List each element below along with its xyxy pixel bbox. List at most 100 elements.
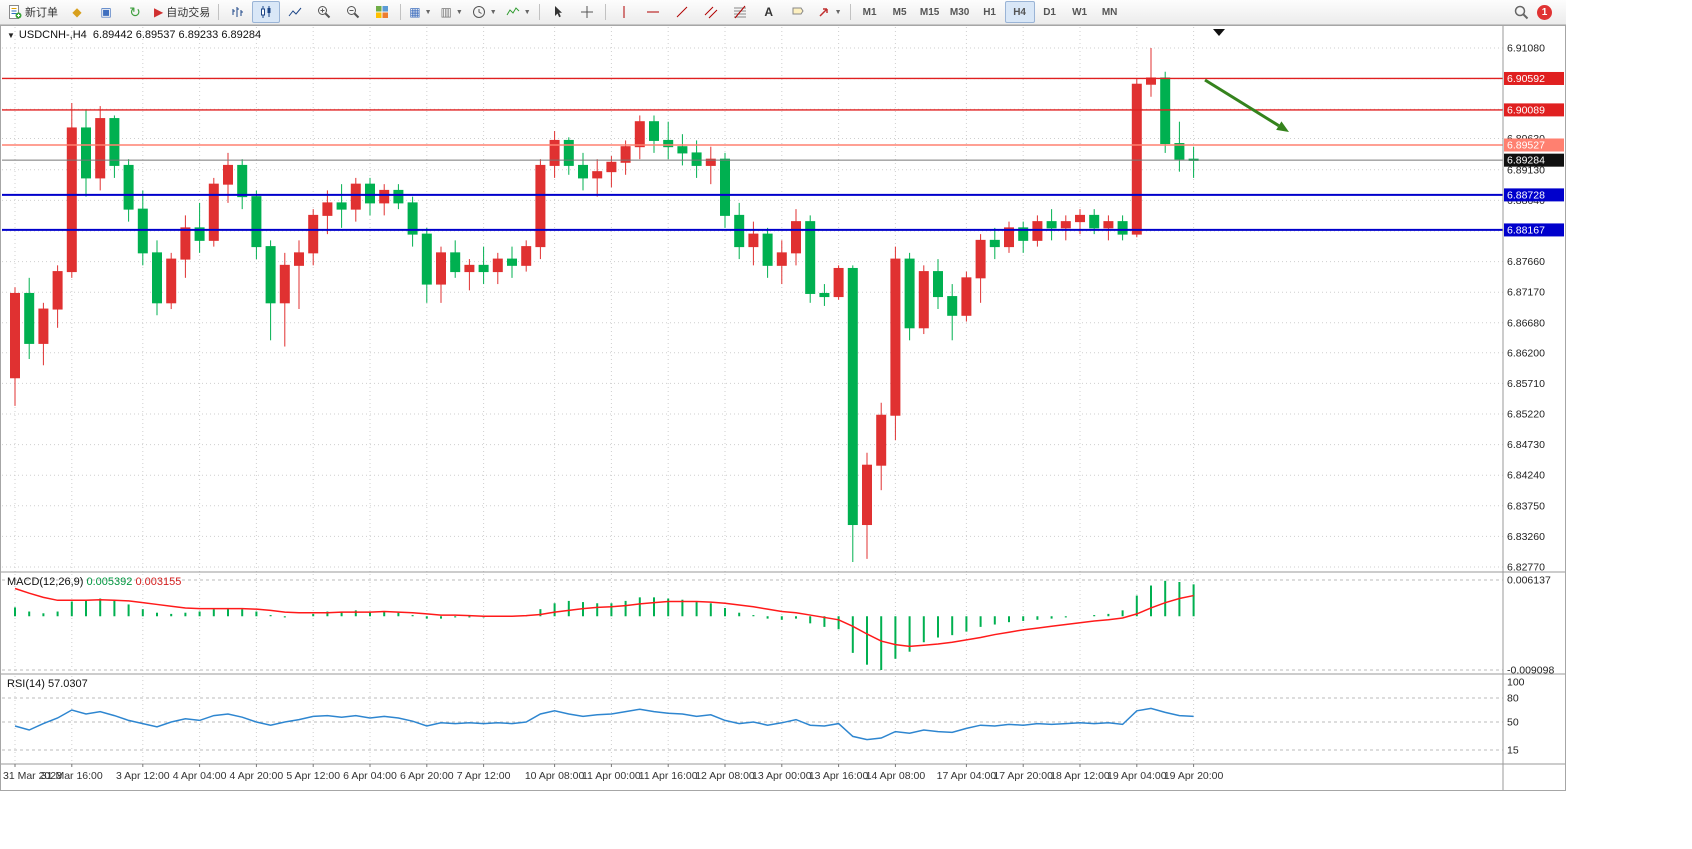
application-window: 新订单 ◆ ▣ ↻ ▶ 自动交易 ▦ ▼ ▥ ▼ ▼ ▼ A ▼ M1 — [0, 0, 1566, 791]
timeframe-button-W1[interactable]: W1 — [1072, 6, 1088, 18]
svg-text:6.84730: 6.84730 — [1507, 439, 1545, 451]
price-badges: 6.90592 6.90089 6.89527 6.88728 6.88167 6.892… — [1504, 71, 1564, 237]
clock-icon — [472, 6, 485, 18]
chart-canvas[interactable]: 6.910806.896306.891306.886406.876606.871… — [1, 26, 1565, 790]
rsi-value: 57.0307 — [47, 678, 88, 690]
svg-text:6.83750: 6.83750 — [1507, 500, 1545, 512]
svg-text:6.87170: 6.87170 — [1507, 287, 1545, 299]
svg-text:19 Apr 20:00: 19 Apr 20:00 — [1164, 770, 1224, 782]
price-axis: 6.910806.896306.891306.886406.876606.871… — [1507, 43, 1554, 757]
svg-text:6.88728: 6.88728 — [1507, 189, 1545, 201]
svg-text:4 Apr 20:00: 4 Apr 20:00 — [230, 770, 284, 782]
svg-text:6.89284: 6.89284 — [1507, 155, 1545, 167]
chart-window: 6.910806.896306.891306.886406.876606.871… — [0, 25, 1566, 791]
timeframe-button-M5[interactable]: M5 — [892, 6, 907, 18]
new-order-button[interactable]: 新订单 — [4, 1, 62, 23]
zoom-in-button[interactable] — [310, 1, 338, 23]
channel-tool[interactable] — [697, 1, 725, 23]
timeframe-button-H1[interactable]: H1 — [983, 6, 996, 18]
svg-text:11 Apr 16:00: 11 Apr 16:00 — [639, 770, 698, 782]
macd-name: MACD(12,26,9) — [7, 576, 84, 588]
vertical-line-icon — [623, 6, 625, 18]
timeframe-button-D1[interactable]: D1 — [1043, 6, 1056, 18]
text-tool[interactable]: A — [755, 1, 783, 23]
cursor-icon — [554, 6, 562, 18]
refresh-button[interactable]: ↻ — [121, 1, 149, 23]
horizontal-line-tool[interactable] — [639, 1, 667, 23]
indicators-icon — [506, 7, 520, 16]
timeframe-button-M1[interactable]: M1 — [862, 6, 877, 18]
fibonacci-tool[interactable] — [726, 1, 754, 23]
search-icon[interactable] — [1514, 5, 1529, 20]
arrow-shape-icon — [819, 8, 828, 17]
trendline-tool[interactable] — [668, 1, 696, 23]
profiles-button[interactable]: ▥ ▼ — [437, 1, 467, 23]
svg-text:15: 15 — [1507, 745, 1519, 757]
svg-text:6.82770: 6.82770 — [1507, 562, 1545, 574]
zoom-in-icon — [318, 6, 331, 19]
timeframe-group: M1 M5 M15 M30 H1 H4 D1 W1 MN — [855, 1, 1125, 23]
timeframe-button-M15[interactable]: M15 — [919, 6, 940, 18]
bid-price-badge — [1504, 153, 1564, 167]
indicators-button[interactable]: ▼ — [502, 1, 535, 23]
chart-ohlc-values: 6.89442 6.89537 6.89233 6.89284 — [92, 29, 262, 41]
chart-shift-marker[interactable] — [1213, 29, 1225, 36]
svg-text:6.83260: 6.83260 — [1507, 531, 1545, 543]
toolbar-separator — [849, 4, 851, 20]
trend-arrow[interactable] — [1204, 78, 1280, 127]
crosshair-icon — [580, 6, 593, 18]
toolbar-separator — [538, 4, 540, 20]
chart-collapse-icon[interactable]: ▼ — [7, 31, 15, 40]
period-clock-button[interactable]: ▼ — [468, 1, 501, 23]
svg-text:6.89130: 6.89130 — [1507, 164, 1545, 176]
tile-windows-button[interactable] — [368, 1, 396, 23]
tile-windows-icon — [376, 6, 389, 18]
rsi-label: RSI(14) 57.0307 — [7, 678, 88, 690]
profiles-icon: ▥ — [440, 5, 452, 19]
svg-text:6.88167: 6.88167 — [1507, 224, 1545, 236]
channel-icon — [704, 6, 718, 19]
svg-text:7 Apr 12:00: 7 Apr 12:00 — [457, 770, 511, 782]
symbols-icon: ◆ — [72, 5, 82, 19]
svg-text:6.89527: 6.89527 — [1507, 139, 1545, 151]
svg-text:13 Apr 00:00: 13 Apr 00:00 — [752, 770, 812, 782]
arrows-tool-button[interactable]: ▼ — [813, 1, 846, 23]
macd-signal-value: 0.003155 — [135, 576, 182, 588]
ohlc-bars-icon — [232, 7, 244, 17]
support-line-2-badge — [1504, 223, 1564, 237]
vertical-line-tool[interactable] — [610, 1, 638, 23]
ohlc-bars-button[interactable] — [223, 1, 251, 23]
refresh-icon: ↻ — [129, 4, 141, 20]
trend-arrow-head — [1276, 121, 1289, 132]
line-chart-icon — [288, 7, 302, 17]
svg-text:6.87660: 6.87660 — [1507, 256, 1545, 268]
chart-title: USDCNH-,H4 — [18, 29, 87, 41]
support-line-1-badge — [1504, 188, 1564, 202]
timeframe-button-H4[interactable]: H4 — [1004, 1, 1035, 23]
label-tool[interactable] — [784, 1, 812, 23]
crosshair-tool-button[interactable] — [573, 1, 601, 23]
svg-text:6.85220: 6.85220 — [1507, 408, 1545, 420]
svg-text:6.86680: 6.86680 — [1507, 317, 1545, 329]
notification-badge[interactable]: 1 — [1537, 4, 1552, 20]
fibonacci-icon — [733, 5, 746, 19]
macd-main-value: 0.005392 — [86, 576, 133, 588]
symbols-button[interactable]: ◆ — [63, 1, 91, 23]
cursor-tool-button[interactable] — [544, 1, 572, 23]
timeframe-button-M30[interactable]: M30 — [949, 6, 970, 18]
toolbar-right: 1 — [1514, 4, 1562, 20]
timeframe-button-MN[interactable]: MN — [1101, 6, 1118, 18]
autotrading-label: 自动交易 — [166, 7, 211, 19]
resistance-line-1-badge — [1504, 71, 1564, 85]
rsi-layer — [14, 707, 1194, 741]
line-chart-button[interactable] — [281, 1, 309, 23]
zoom-out-button[interactable] — [339, 1, 367, 23]
autotrading-button[interactable]: ▶ 自动交易 — [150, 1, 214, 23]
svg-text:6.85710: 6.85710 — [1507, 378, 1545, 390]
metaeditor-button[interactable]: ▣ — [92, 1, 120, 23]
metaeditor-icon: ▣ — [100, 5, 112, 19]
svg-text:50: 50 — [1507, 717, 1519, 729]
new-chart-button[interactable]: ▦ ▼ — [405, 1, 435, 23]
candlestick-button[interactable] — [252, 1, 281, 23]
resistance-line-3-badge — [1504, 138, 1564, 152]
